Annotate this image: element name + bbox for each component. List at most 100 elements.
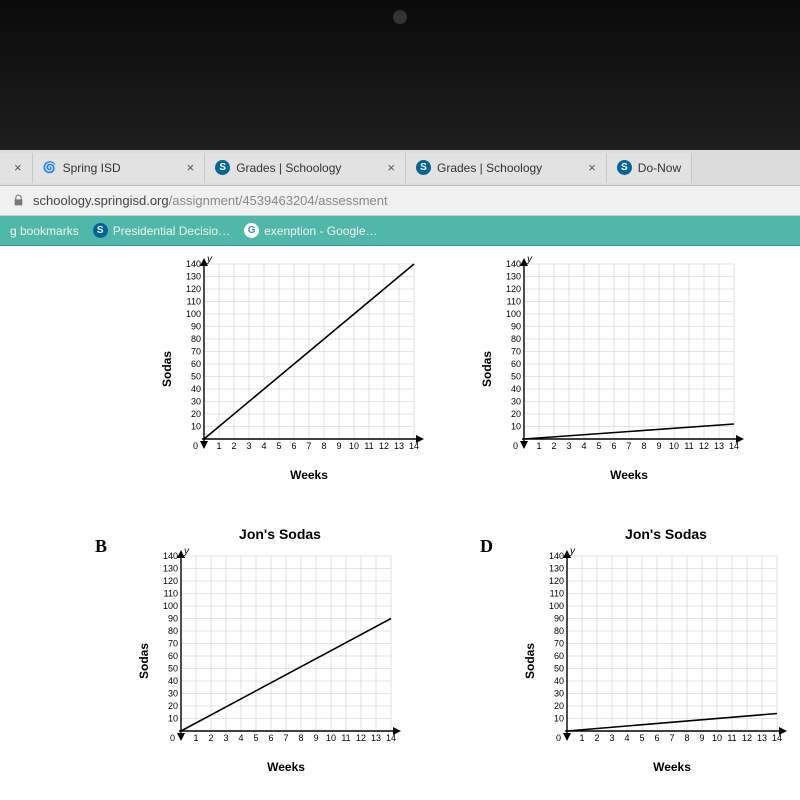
tab-grades-1[interactable]: S Grades | Schoology × xyxy=(205,153,406,183)
svg-text:4: 4 xyxy=(581,441,586,451)
svg-text:10: 10 xyxy=(669,441,679,451)
svg-text:9: 9 xyxy=(314,733,319,743)
chart-title: Jon's Sodas xyxy=(157,526,403,542)
svg-text:13: 13 xyxy=(757,733,767,743)
tab-grades-2[interactable]: S Grades | Schoology × xyxy=(406,153,607,183)
svg-text:3: 3 xyxy=(246,441,251,451)
svg-text:2: 2 xyxy=(551,441,556,451)
chart-body: Sodas 0 x y 1020304050607080901001101201… xyxy=(160,256,426,482)
close-icon[interactable]: × xyxy=(14,160,22,175)
svg-text:100: 100 xyxy=(163,601,178,611)
schoology-icon: S xyxy=(93,223,108,238)
svg-text:60: 60 xyxy=(511,359,521,369)
svg-text:110: 110 xyxy=(187,297,201,307)
close-icon[interactable]: × xyxy=(387,160,395,175)
address-bar[interactable]: schoology.springisd.org/assignment/45394… xyxy=(0,186,800,216)
chart-svg: 0 x y 1020304050607080901001101201301401… xyxy=(539,548,789,758)
svg-text:40: 40 xyxy=(168,676,178,686)
y-axis-label: Sodas xyxy=(480,351,494,387)
x-axis-label: Weeks xyxy=(204,468,414,482)
svg-text:10: 10 xyxy=(511,422,521,432)
svg-text:130: 130 xyxy=(506,272,521,282)
svg-text:80: 80 xyxy=(511,334,521,344)
svg-text:80: 80 xyxy=(191,334,201,344)
svg-text:20: 20 xyxy=(191,409,201,419)
chart-body: Sodas 0 x y 1020304050607080901001101201… xyxy=(523,548,789,774)
svg-text:130: 130 xyxy=(549,564,564,574)
svg-text:110: 110 xyxy=(550,589,564,599)
svg-text:11: 11 xyxy=(684,441,693,451)
svg-text:130: 130 xyxy=(163,564,178,574)
tab-do-now[interactable]: S Do-Now xyxy=(607,153,692,183)
svg-text:30: 30 xyxy=(511,397,521,407)
svg-text:0: 0 xyxy=(193,441,198,451)
svg-text:5: 5 xyxy=(254,733,259,743)
svg-text:60: 60 xyxy=(191,359,201,369)
bookmark-item[interactable]: S Presidential Decisio… xyxy=(93,223,230,238)
svg-text:60: 60 xyxy=(168,651,178,661)
bookmarks-bar: g bookmarks S Presidential Decisio… G ex… xyxy=(0,216,800,246)
close-icon[interactable]: × xyxy=(187,160,195,175)
svg-text:30: 30 xyxy=(168,689,178,699)
svg-text:4: 4 xyxy=(261,441,266,451)
svg-text:4: 4 xyxy=(239,733,244,743)
svg-text:2: 2 xyxy=(231,441,236,451)
svg-text:20: 20 xyxy=(511,409,521,419)
svg-text:13: 13 xyxy=(394,441,404,451)
svg-text:70: 70 xyxy=(191,347,201,357)
option-c[interactable]: Sodas 0 x y 1020304050607080901001101201… xyxy=(480,256,746,482)
svg-text:6: 6 xyxy=(269,733,274,743)
svg-text:20: 20 xyxy=(168,701,178,711)
x-axis-label: Weeks xyxy=(181,760,391,774)
svg-text:6: 6 xyxy=(611,441,616,451)
svg-text:100: 100 xyxy=(506,309,521,319)
bookmark-item[interactable]: g bookmarks xyxy=(10,224,79,238)
svg-text:120: 120 xyxy=(186,284,201,294)
svg-text:90: 90 xyxy=(511,322,521,332)
option-b[interactable]: B Jon's Sodas Sodas 0 x y 10203040506070… xyxy=(95,526,403,774)
tab-spring-isd[interactable]: 🌀 Spring ISD × xyxy=(33,153,206,183)
svg-text:5: 5 xyxy=(596,441,601,451)
bookmark-item[interactable]: G exenption - Google… xyxy=(244,223,377,238)
svg-text:1: 1 xyxy=(579,733,584,743)
close-icon[interactable]: × xyxy=(588,160,596,175)
bookmark-label: g bookmarks xyxy=(10,224,79,238)
svg-text:90: 90 xyxy=(191,322,201,332)
url-path: /assignment/4539463204/assessment xyxy=(169,193,388,208)
svg-text:3: 3 xyxy=(224,733,229,743)
svg-text:80: 80 xyxy=(168,626,178,636)
tab-0[interactable]: × xyxy=(0,153,33,183)
svg-text:7: 7 xyxy=(306,441,311,451)
svg-text:50: 50 xyxy=(511,372,521,382)
x-axis-label: Weeks xyxy=(524,468,734,482)
url-domain: schoology.springisd.org xyxy=(33,193,169,208)
option-a[interactable]: Sodas 0 x y 1020304050607080901001101201… xyxy=(160,256,426,482)
webcam-notch xyxy=(393,10,407,24)
y-axis-label: Sodas xyxy=(523,643,537,679)
chart-body: Sodas 0 x y 1020304050607080901001101201… xyxy=(480,256,746,482)
x-axis-label: Weeks xyxy=(567,760,777,774)
y-axis-label: Sodas xyxy=(137,643,151,679)
svg-text:10: 10 xyxy=(349,441,359,451)
svg-text:12: 12 xyxy=(356,733,366,743)
svg-text:100: 100 xyxy=(186,309,201,319)
svg-text:140: 140 xyxy=(506,259,521,269)
svg-text:8: 8 xyxy=(641,441,646,451)
bookmark-label: exenption - Google… xyxy=(264,224,377,238)
schoology-favicon: S xyxy=(416,160,431,175)
svg-text:12: 12 xyxy=(379,441,389,451)
svg-text:70: 70 xyxy=(511,347,521,357)
svg-text:7: 7 xyxy=(669,733,674,743)
schoology-favicon: S xyxy=(215,160,230,175)
svg-text:10: 10 xyxy=(326,733,336,743)
bookmark-label: Presidential Decisio… xyxy=(113,224,230,238)
svg-text:13: 13 xyxy=(371,733,381,743)
svg-text:5: 5 xyxy=(276,441,281,451)
chart-svg: 0 x y 1020304050607080901001101201301401… xyxy=(153,548,403,758)
svg-text:10: 10 xyxy=(712,733,722,743)
svg-text:13: 13 xyxy=(714,441,724,451)
schoology-favicon: S xyxy=(617,160,632,175)
option-d[interactable]: D Jon's Sodas Sodas 0 x y 10203040506070… xyxy=(480,526,789,774)
svg-text:30: 30 xyxy=(191,397,201,407)
tab-label: Do-Now xyxy=(638,161,681,175)
